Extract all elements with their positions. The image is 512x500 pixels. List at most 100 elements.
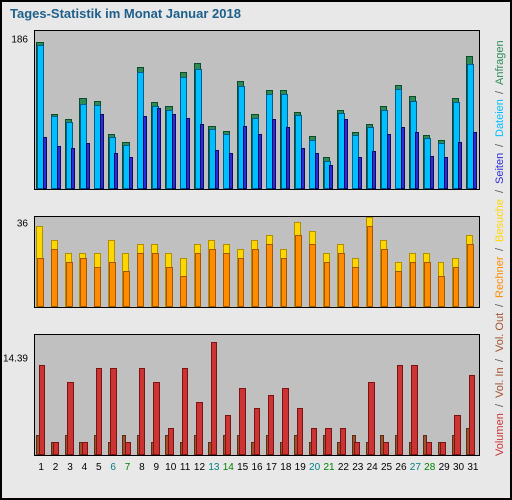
bar-seiten <box>415 132 419 189</box>
bar-vol-out <box>254 408 260 455</box>
x-label: 19 <box>293 462 307 473</box>
bar-seiten <box>401 127 405 189</box>
bar-seiten <box>286 127 290 189</box>
bar-rechner <box>80 258 87 308</box>
bar-vol-out <box>225 415 231 455</box>
bar-vol-out <box>53 442 59 455</box>
x-label: 10 <box>164 462 178 473</box>
bar-vol-out <box>325 428 331 455</box>
x-label: 15 <box>235 462 249 473</box>
bar-vol-out <box>168 428 174 455</box>
bar-rechner <box>295 235 302 307</box>
x-label: 1 <box>34 462 48 473</box>
bar-rechner <box>166 267 173 308</box>
bar-vol-out <box>469 375 475 455</box>
x-label: 6 <box>106 462 120 473</box>
bar-vol-out <box>196 402 202 455</box>
bar-seiten <box>243 126 247 189</box>
bar-vol-out <box>354 442 360 455</box>
bar-rechner <box>324 262 331 307</box>
x-label: 30 <box>451 462 465 473</box>
x-label: 26 <box>394 462 408 473</box>
panel-requests <box>34 30 480 190</box>
x-label: 8 <box>135 462 149 473</box>
x-label: 3 <box>63 462 77 473</box>
bar-seiten <box>444 157 448 189</box>
bar-rechner <box>223 253 230 307</box>
x-label: 7 <box>120 462 134 473</box>
bar-seiten <box>430 156 434 189</box>
legend-right: Volumen/Vol. In/Vol. Out/Rechner/Besuche… <box>494 30 506 456</box>
bar-rechner <box>410 262 417 307</box>
bar-seiten <box>387 134 391 189</box>
x-label: 2 <box>48 462 62 473</box>
bar-rechner <box>453 267 460 308</box>
x-label: 25 <box>379 462 393 473</box>
bar-seiten <box>215 150 219 190</box>
bar-rechner <box>152 253 159 307</box>
x-label: 22 <box>336 462 350 473</box>
bar-seiten <box>100 114 104 189</box>
x-label: 23 <box>351 462 365 473</box>
x-label: 29 <box>437 462 451 473</box>
bar-rechner <box>37 258 44 308</box>
bar-vol-out <box>39 365 45 455</box>
bar-rechner <box>467 244 474 307</box>
bar-seiten <box>329 165 333 189</box>
bar-seiten <box>458 142 462 189</box>
bar-vol-out <box>440 442 446 455</box>
bar-seiten <box>473 132 477 189</box>
bar-vol-out <box>282 388 288 455</box>
bar-rechner <box>238 258 245 308</box>
bar-seiten <box>143 116 147 189</box>
bar-vol-out <box>182 368 188 455</box>
legend-besuche: Besuche <box>494 199 506 242</box>
bar-seiten <box>272 119 276 189</box>
ytick-top: 186 <box>11 35 28 46</box>
bar-seiten <box>229 153 233 189</box>
x-label: 13 <box>207 462 221 473</box>
bar-rechner <box>123 271 130 307</box>
x-label: 14 <box>221 462 235 473</box>
x-label: 5 <box>92 462 106 473</box>
bar-vol-out <box>340 428 346 455</box>
x-label: 9 <box>149 462 163 473</box>
bar-vol-out <box>211 342 217 455</box>
bar-seiten <box>372 151 376 189</box>
x-label: 21 <box>322 462 336 473</box>
ytick-mid: 36 <box>17 219 28 230</box>
bar-seiten <box>301 148 305 189</box>
bar-vol-out <box>268 395 274 455</box>
x-label: 24 <box>365 462 379 473</box>
bar-vol-out <box>139 368 145 455</box>
x-label: 12 <box>192 462 206 473</box>
x-label: 31 <box>466 462 480 473</box>
x-label: 28 <box>423 462 437 473</box>
bar-seiten <box>114 153 118 189</box>
bar-rechner <box>309 244 316 307</box>
legend-rechner: Rechner <box>494 257 506 299</box>
bar-seiten <box>71 148 75 189</box>
bar-vol-out <box>454 415 460 455</box>
legend-anfragen: Anfragen <box>494 40 506 85</box>
stats-frame: Tages-Statistik im Monat Januar 2018 186… <box>0 0 512 500</box>
bar-vol-out <box>125 442 131 455</box>
x-label: 16 <box>250 462 264 473</box>
bar-seiten <box>258 134 262 189</box>
bar-rechner <box>395 271 402 307</box>
bar-seiten <box>200 124 204 189</box>
bar-rechner <box>180 276 187 308</box>
bar-seiten <box>129 157 133 189</box>
bar-rechner <box>266 244 273 307</box>
ytick-bot: 14.39 <box>3 354 28 365</box>
bar-vol-out <box>397 365 403 455</box>
panel-visits <box>34 216 480 308</box>
bar-vol-out <box>411 365 417 455</box>
bar-rechner <box>338 253 345 307</box>
x-label: 17 <box>264 462 278 473</box>
bar-rechner <box>51 249 58 308</box>
bar-rechner <box>252 249 259 308</box>
bar-seiten <box>57 146 61 189</box>
bar-vol-out <box>368 382 374 455</box>
x-label: 4 <box>77 462 91 473</box>
